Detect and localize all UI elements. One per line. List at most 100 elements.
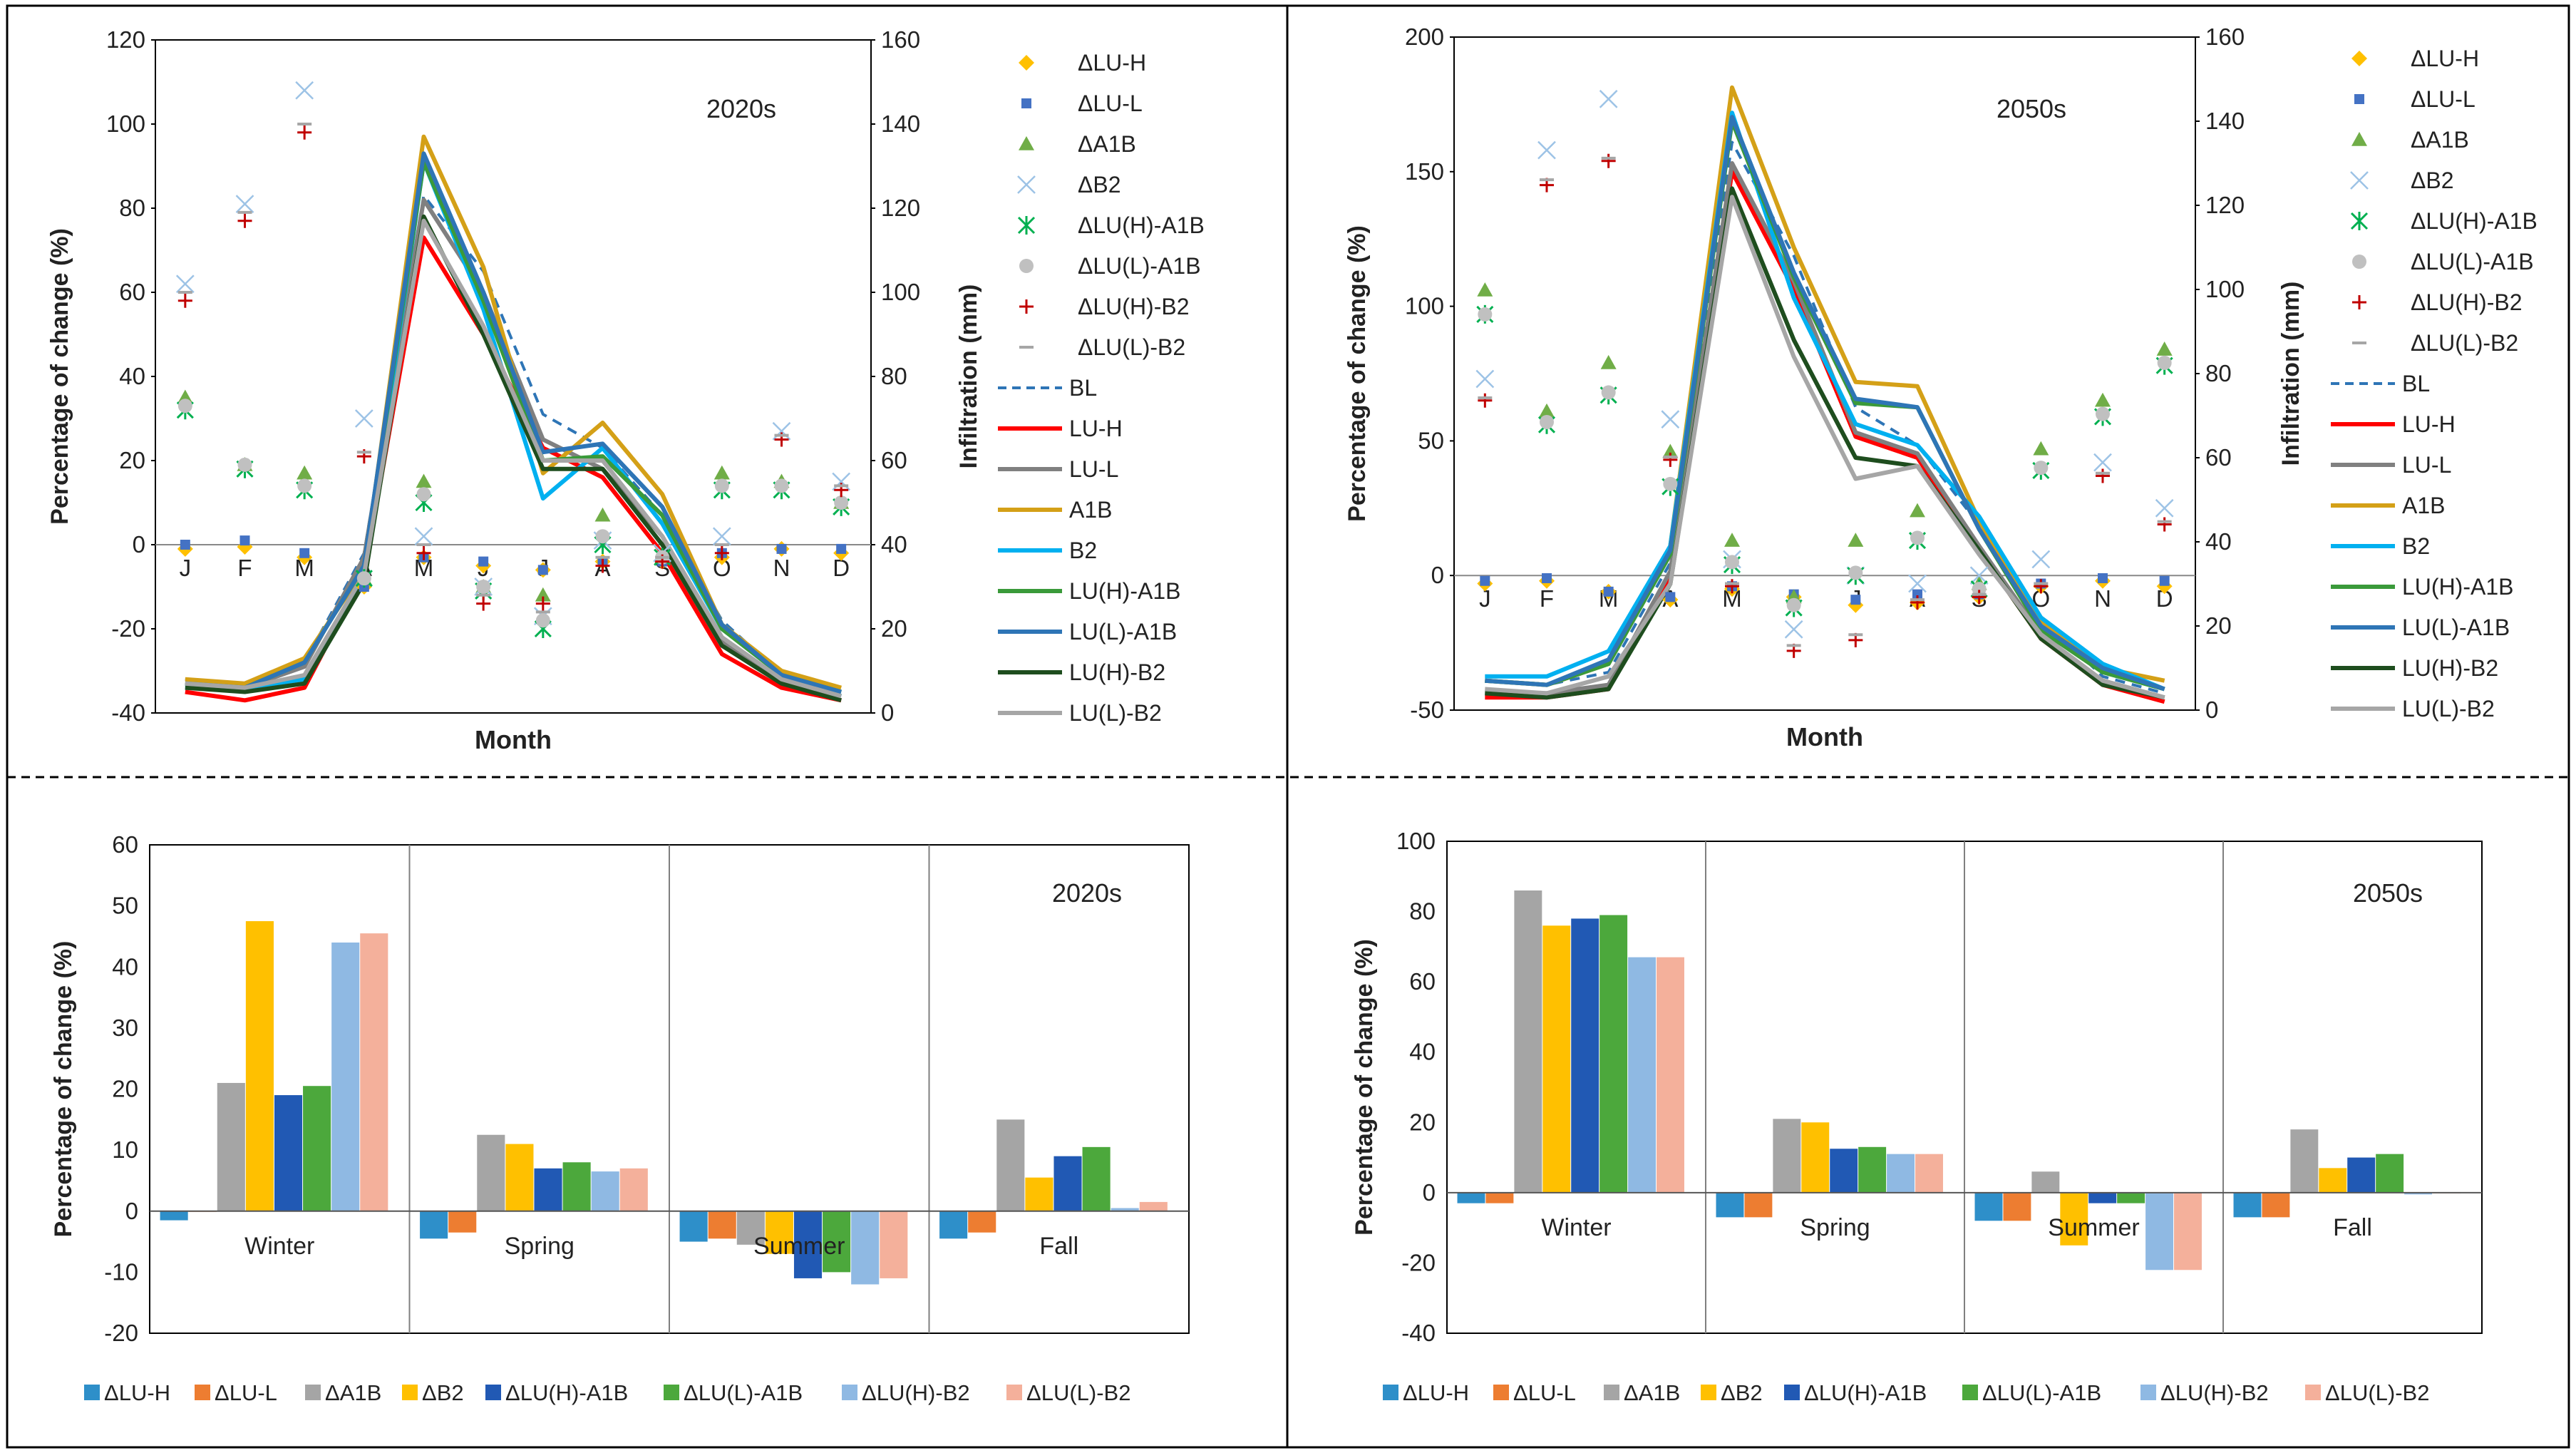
point-delta-a1b (1848, 533, 1864, 547)
legend-marker-delta-lu-h-a1b (1017, 216, 1036, 235)
legend-label-lu-h: LU-H (2402, 411, 2456, 437)
legend-label-bl: BL (1069, 375, 1097, 401)
point-delta-lu-h-b2 (595, 558, 610, 573)
point-delta-b2 (295, 81, 314, 100)
category-label-fall: Fall (1039, 1233, 1078, 1260)
bar-delta-a1b-summer (736, 1211, 765, 1245)
legend-swatch-delta-b2 (402, 1385, 418, 1400)
point-delta-b2 (354, 409, 373, 428)
point-delta-lu-h-b2 (1663, 452, 1678, 467)
y-tick-label: -20 (1401, 1249, 1436, 1275)
legend-swatch-delta-lu-l-b2 (1006, 1385, 1022, 1400)
point-delta-lu-l-a1b (297, 478, 312, 493)
bar-delta-lu-l-a1b-spring (1858, 1146, 1887, 1193)
y-tick-label: 0 (1423, 1179, 1436, 1206)
point-delta-lu-l-a1b (2096, 406, 2110, 421)
point-delta-b2 (414, 527, 433, 546)
bar-delta-lu-l-a1b-summer (2117, 1192, 2145, 1203)
point-delta-lu-l-a1b (595, 529, 610, 544)
legend-label-delta-lu-l-a1b: ΔLU(L)-A1B (1078, 253, 1201, 279)
legend-label-delta-lu-l-b2: ΔLU(L)-B2 (2325, 1380, 2429, 1405)
point-delta-lu-l-a1b (2157, 355, 2172, 370)
line-lu-h-b2 (185, 214, 842, 703)
point-delta-lu-l-a1b (416, 487, 431, 502)
legend-label-delta-a1b: ΔA1B (1624, 1380, 1680, 1405)
y-tick-label: 40 (112, 953, 138, 980)
bar-delta-a1b-spring (477, 1134, 505, 1211)
x-axis-label: Month (475, 725, 552, 754)
y2-tick-label: 40 (2205, 528, 2232, 555)
legend-swatch-delta-b2 (1701, 1385, 1716, 1400)
y2-tick-label: 40 (881, 531, 907, 558)
legend-label-b2: B2 (2402, 533, 2430, 559)
point-delta-lu-l (1850, 595, 1861, 605)
point-delta-lu-h-b2 (2034, 579, 2049, 594)
point-delta-a1b (2156, 342, 2173, 356)
y-tick-label: 120 (106, 26, 145, 53)
bar-delta-lu-l-a1b-fall (1082, 1146, 1111, 1211)
point-delta-lu-l-a1b (1478, 307, 1493, 322)
point-delta-lu-l (1912, 589, 1922, 600)
point-delta-lu-h-b2 (2096, 468, 2110, 483)
point-delta-a1b (594, 507, 611, 522)
point-delta-b2 (2155, 498, 2174, 518)
legend-label-delta-b2: ΔB2 (2411, 168, 2454, 193)
y-tick-label: 100 (1405, 293, 1444, 319)
legend-marker-delta-lu-l (2354, 94, 2364, 104)
bar-delta-lu-l-spring (448, 1211, 477, 1233)
y-tick-label: 200 (1405, 24, 1444, 50)
legend-label-lu-h: LU-H (1069, 416, 1123, 441)
y2-tick-label: 60 (2205, 444, 2232, 471)
x-tick-label-j: J (180, 555, 192, 581)
legend-label-delta-lu-l: ΔLU-L (215, 1380, 277, 1405)
bar-delta-lu-l-summer (708, 1211, 736, 1239)
category-label-summer: Summer (2048, 1214, 2139, 1241)
x-tick-label-n: N (2094, 585, 2111, 612)
point-delta-lu-l (836, 543, 847, 554)
point-delta-lu-l-a1b (1848, 565, 1863, 580)
legend-swatch-delta-lu-h-b2 (2140, 1385, 2156, 1400)
y2-tick-label: 160 (881, 26, 920, 53)
point-delta-b2 (1537, 140, 1556, 160)
point-delta-lu-h-b2 (237, 213, 252, 228)
point-delta-a1b (1662, 443, 1679, 458)
bar-delta-lu-h-a1b-spring (534, 1168, 562, 1211)
point-delta-a1b (1600, 354, 1617, 369)
bar-delta-b2-winter (245, 921, 274, 1211)
panel-bottom-left-2020s: -20 -10 0 10 20 30 40 50 60 Winter Spring Summer Fal… (50, 831, 1190, 1405)
bar-delta-lu-l-a1b-winter (1599, 915, 1628, 1193)
bar-delta-lu-h-a1b-winter (274, 1095, 303, 1211)
legend-label-delta-lu-l-a1b: ΔLU(L)-A1B (684, 1380, 803, 1405)
legend-label-delta-lu-l-b2: ΔLU(L)-B2 (1078, 334, 1185, 360)
point-delta-b2 (1969, 566, 1989, 585)
y2-tick-label: 120 (881, 195, 920, 221)
bar-delta-lu-h-summer (679, 1211, 708, 1242)
category-label-winter: Winter (244, 1233, 314, 1260)
legend-label-lu-l: LU-L (2402, 452, 2451, 478)
x-tick-label-f: F (237, 555, 252, 581)
legend-marker-delta-lu-h-a1b (2350, 212, 2369, 230)
category-label-summer: Summer (753, 1233, 845, 1260)
bar-delta-lu-l-a1b-spring (562, 1162, 591, 1211)
legend-label-delta-lu-h-b2: ΔLU(H)-B2 (862, 1380, 970, 1405)
bar-delta-lu-h-a1b-spring (1830, 1149, 1858, 1193)
point-delta-a1b (297, 465, 313, 480)
y2-tick-label: 0 (881, 699, 894, 726)
legend-label-lu-h-a1b: LU(H)-A1B (2402, 574, 2513, 600)
point-delta-lu-h-b2 (1972, 590, 1987, 605)
point-delta-lu-l (180, 540, 190, 550)
y2-axis-label: Infiltration (mm) (2277, 282, 2304, 466)
point-delta-b2 (772, 421, 791, 441)
bar-delta-lu-l-summer (2003, 1192, 2031, 1221)
bar-delta-b2-fall (2319, 1168, 2347, 1193)
y-tick-label: 100 (1396, 828, 1436, 854)
legend-label-delta-lu-h-a1b: ΔLU(H)-A1B (1078, 212, 1205, 238)
chart-title: 2050s (2353, 878, 2423, 908)
point-delta-lu-l (1603, 586, 1614, 597)
legend: ΔLU-H ΔLU-L ΔA1B ΔB2 ΔLU(H)-A1B ΔLU(L)-A1B ΔLU… (1383, 1380, 2429, 1405)
y-tick-label: 100 (106, 111, 145, 137)
legend-swatch-delta-lu-l-a1b (664, 1385, 679, 1400)
point-delta-lu-h-b2 (535, 596, 550, 611)
y-tick-label: -40 (1401, 1320, 1436, 1346)
y2-tick-label: 140 (2205, 108, 2245, 134)
